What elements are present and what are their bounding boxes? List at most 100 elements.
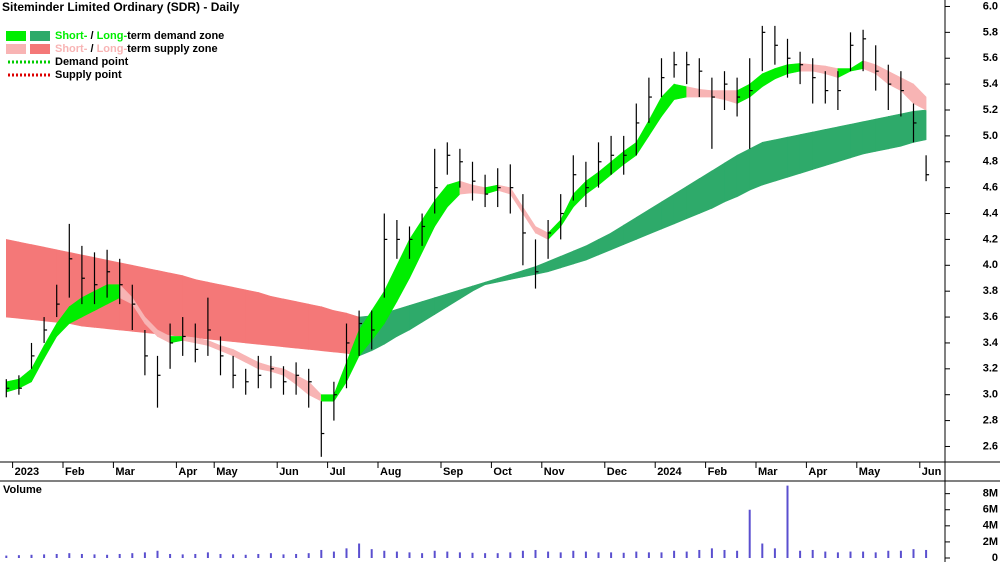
volume-bar — [484, 553, 487, 558]
plot-area — [5, 25, 930, 457]
volume-bar — [836, 552, 839, 558]
volume-label: Volume — [3, 484, 42, 496]
volume-bar — [131, 553, 134, 558]
y-tick-label: 6.0 — [983, 0, 998, 12]
volume-bar — [320, 549, 323, 558]
volume-bar — [269, 553, 272, 558]
y-tick-label: 4.8 — [983, 156, 998, 168]
zone-segment — [850, 121, 864, 159]
volume-bar — [408, 552, 411, 558]
volume-bar — [811, 549, 814, 558]
volume-tick-label: 8M — [983, 488, 998, 500]
zone-segment — [232, 286, 246, 344]
y-tick-label: 4.6 — [983, 182, 998, 194]
volume-bar — [647, 552, 650, 558]
zone-segment — [195, 279, 209, 340]
zone-segment — [81, 254, 95, 328]
legend-part: term demand zone — [127, 30, 224, 42]
y-tick-label: 5.8 — [983, 26, 998, 38]
legend-part: Short- — [55, 43, 88, 55]
volume-bar — [748, 509, 751, 558]
zone-segment — [862, 118, 877, 155]
volume-bar — [925, 549, 928, 558]
x-tick-label: May — [859, 466, 881, 478]
volume-bar — [143, 552, 146, 558]
legend-part: term supply zone — [127, 43, 217, 55]
legend-part: / — [87, 30, 96, 42]
volume-bar — [43, 554, 46, 558]
zone-segment — [774, 136, 788, 182]
zone-segment — [837, 123, 851, 163]
volume-bar — [307, 553, 310, 558]
volume-bar — [824, 551, 827, 558]
volume-bar — [874, 552, 877, 558]
volume-bar — [5, 555, 8, 558]
volume-bar — [799, 550, 802, 558]
zone-segment — [43, 246, 58, 323]
volume-bar — [786, 485, 789, 558]
volume-bar — [622, 552, 625, 558]
x-tick-label: Apr — [178, 466, 198, 478]
volume-bar — [660, 552, 663, 558]
volume-bar — [421, 553, 424, 558]
y-tick-label: 4.4 — [983, 207, 999, 219]
volume-bar — [912, 549, 915, 558]
y-tick-label: 3.8 — [983, 285, 998, 297]
legend-swatch — [6, 44, 26, 54]
zone-segment — [182, 275, 196, 339]
volume-bar — [345, 548, 348, 558]
zone-segment — [698, 88, 713, 98]
zone-segment — [132, 264, 146, 333]
zone-segment — [749, 141, 763, 191]
volume-tick-label: 4M — [983, 520, 998, 532]
x-tick-label: Feb — [65, 466, 85, 478]
volume-bar — [358, 543, 361, 558]
volume-bar — [862, 551, 865, 558]
legend-label: Short- / Long-term demand zone — [55, 30, 224, 42]
volume-bar — [597, 552, 600, 558]
volume-bar — [156, 550, 159, 558]
volume-bar — [232, 554, 235, 558]
y-tick-label: 3.6 — [983, 311, 998, 323]
y-tick-label: 2.8 — [983, 414, 998, 426]
volume-bar — [370, 549, 373, 558]
volume-bar — [547, 551, 550, 558]
volume-bar — [773, 548, 776, 558]
zone-segment — [711, 162, 725, 209]
zone-segment — [320, 394, 335, 402]
zone-segment — [283, 298, 297, 349]
volume-bar — [761, 543, 764, 558]
y-tick-label: 4.0 — [983, 259, 998, 271]
legend-part: / — [87, 43, 96, 55]
x-tick-label: Nov — [544, 466, 566, 478]
zone-segment — [698, 170, 713, 214]
legend-part: Short- — [55, 30, 88, 42]
volume-bar — [496, 553, 499, 558]
volume-bar — [219, 553, 222, 558]
legend-swatch — [30, 44, 50, 54]
zone-segment — [270, 295, 284, 348]
legend-swatch — [30, 31, 50, 41]
x-tick-label: Jun — [922, 466, 942, 478]
x-tick-label: Jun — [279, 466, 299, 478]
zone-segment — [736, 148, 751, 198]
zone-segment — [220, 284, 234, 342]
y-tick-label: 3.0 — [983, 389, 998, 401]
volume-bar — [458, 552, 461, 558]
volume-bar — [698, 549, 701, 558]
x-tick-label: Jul — [330, 466, 346, 478]
y-tick-label: 5.2 — [983, 104, 998, 116]
y-tick-label: 5.6 — [983, 52, 998, 64]
x-tick-label: Aug — [380, 466, 401, 478]
y-tick-label: 3.2 — [983, 363, 998, 375]
volume-bar — [80, 553, 83, 558]
volume-bar — [849, 551, 852, 558]
volume-bar — [446, 551, 449, 558]
chart-title: Siteminder Limited Ordinary (SDR) - Dail… — [2, 0, 240, 14]
volume-bar — [295, 553, 298, 558]
y-tick-label: 3.4 — [983, 337, 999, 349]
volume-bar — [736, 550, 739, 558]
zone-segment — [761, 139, 776, 186]
zone-segment — [913, 109, 927, 143]
legend-label: Demand point — [55, 56, 129, 68]
